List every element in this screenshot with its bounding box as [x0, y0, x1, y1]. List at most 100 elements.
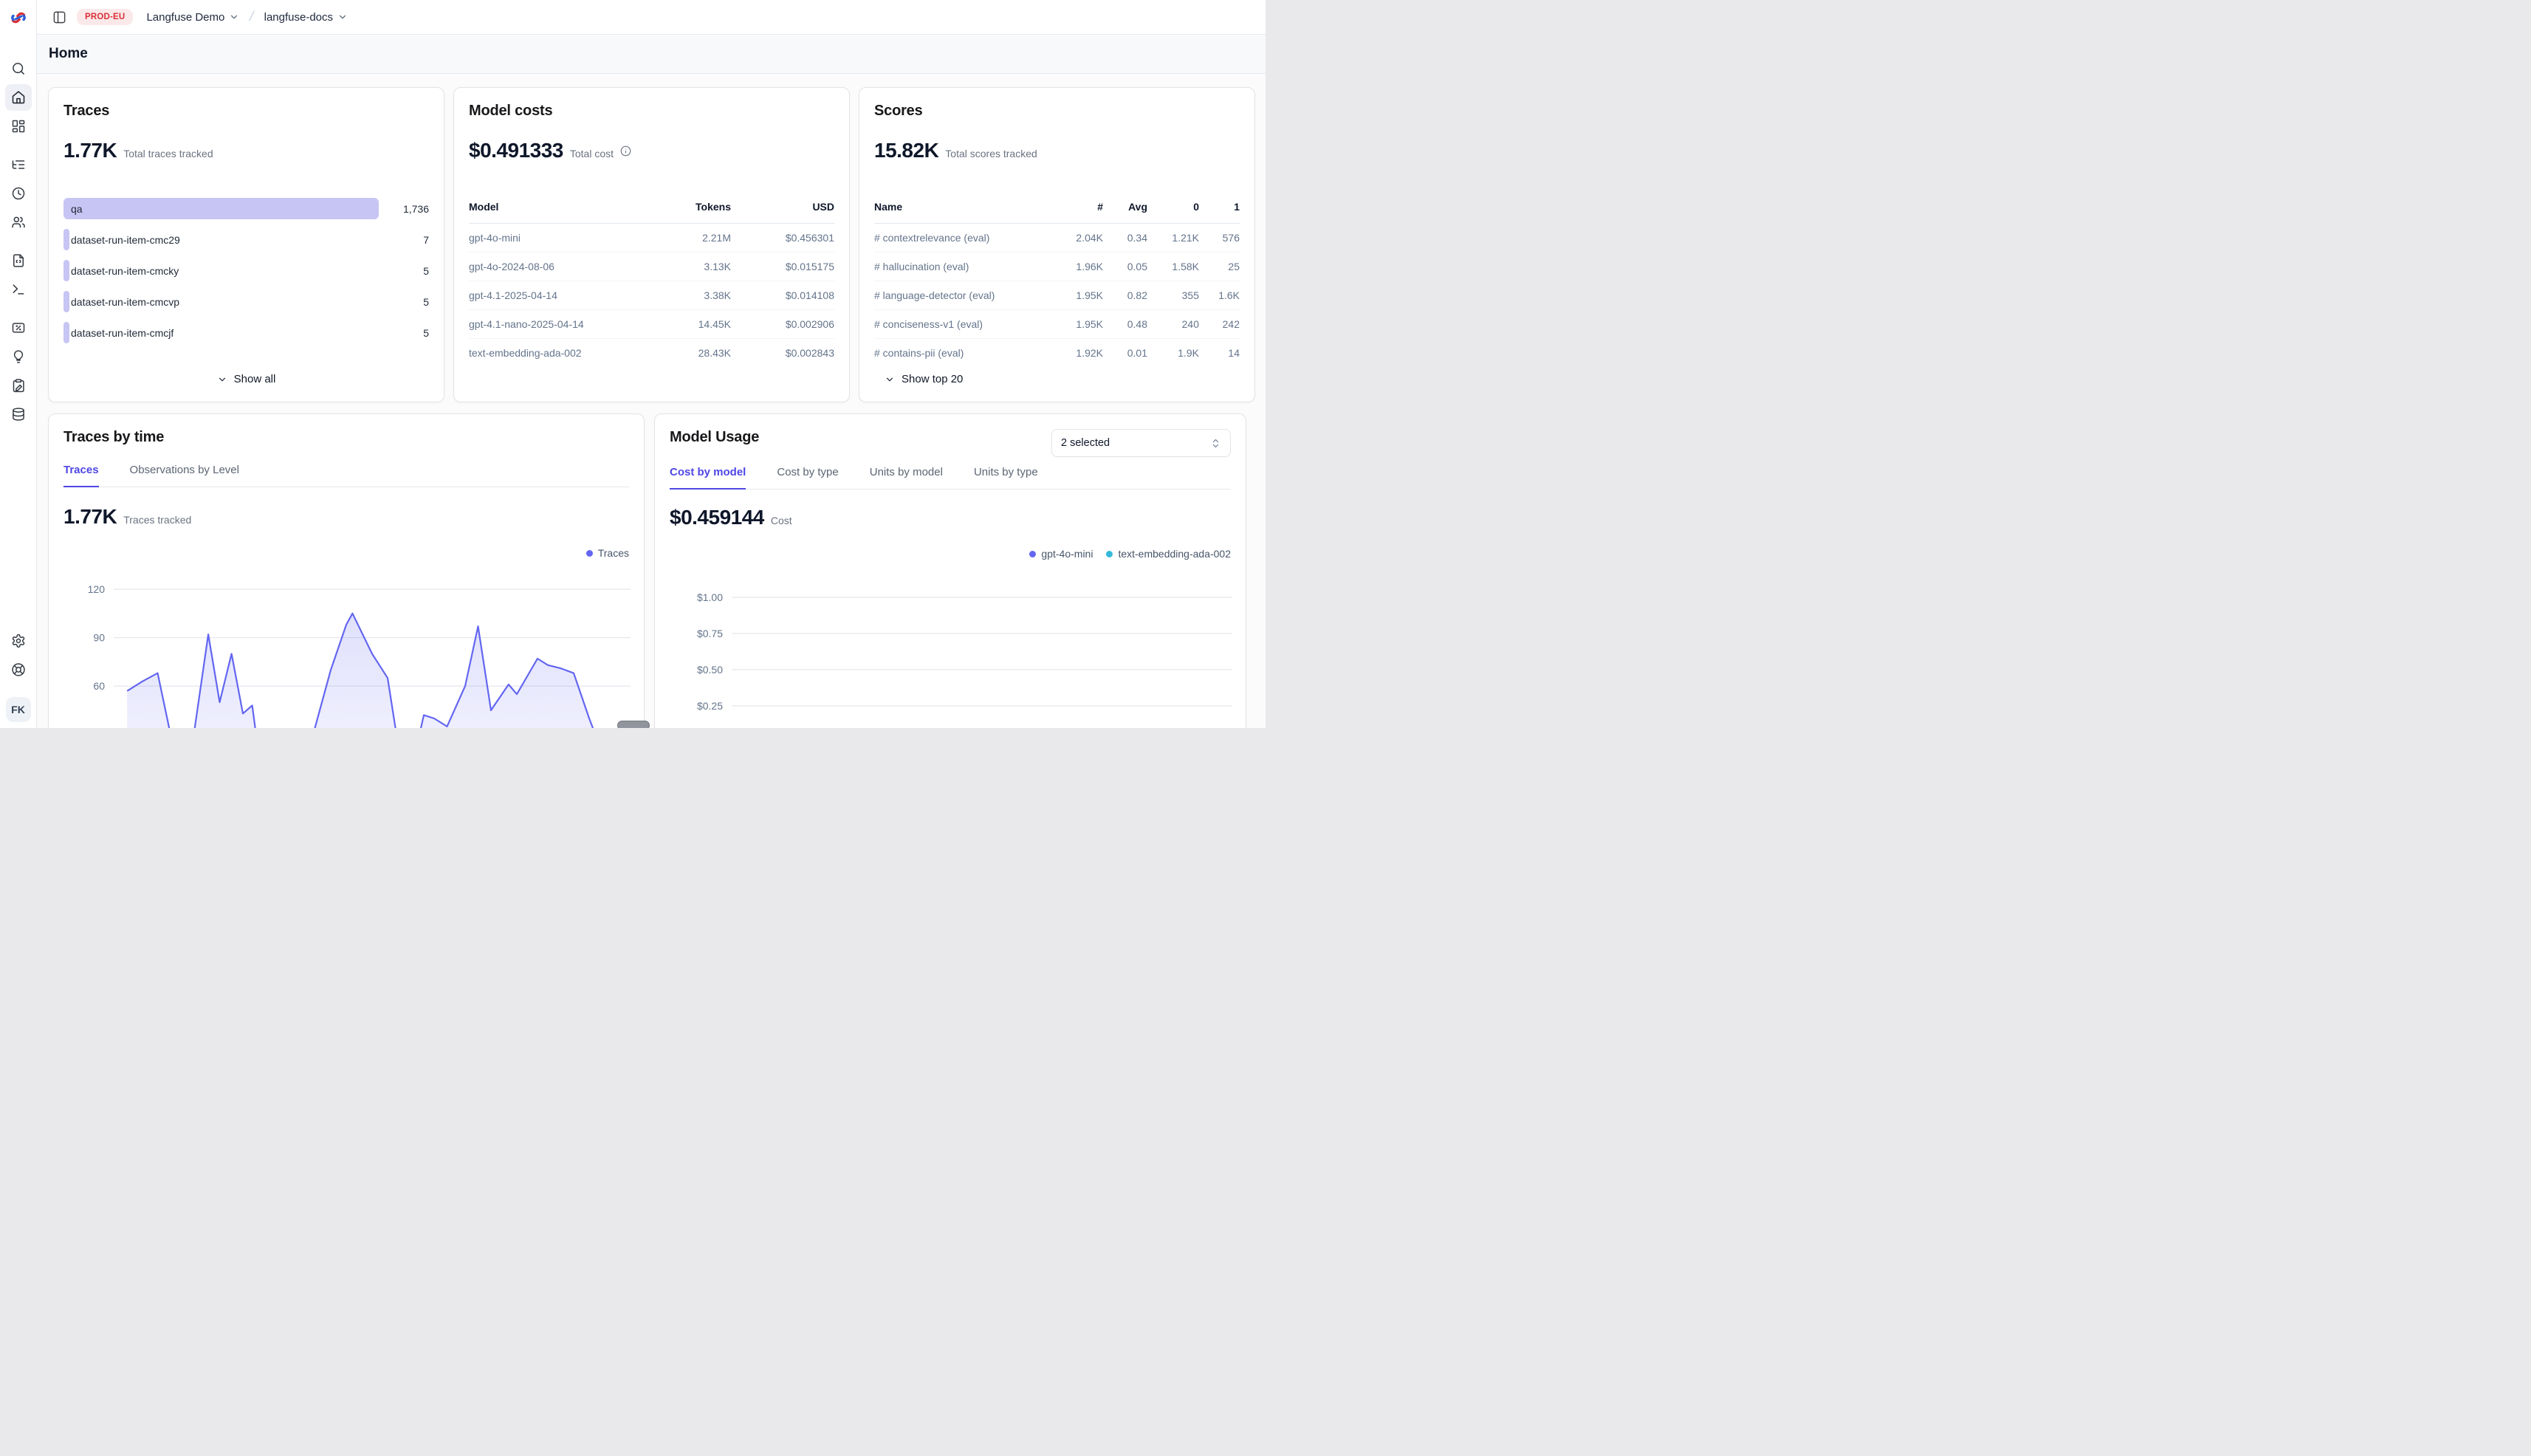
- sidebar-item-annotation[interactable]: [5, 372, 32, 399]
- model-usage-tabs: Cost by model Cost by type Units by model U…: [670, 466, 1231, 490]
- legend-item[interactable]: text-embedding-ada-002: [1106, 548, 1231, 560]
- sidebar-item-datasets[interactable]: [5, 401, 32, 427]
- chevron-down-icon: [339, 15, 346, 19]
- svg-text:$0.25: $0.25: [697, 700, 723, 712]
- project-switcher[interactable]: langfuse-docs: [264, 11, 348, 24]
- traces-by-time-tab-observations-by-level[interactable]: Observations by Level: [129, 464, 239, 476]
- table-cell: 1.92K: [1076, 347, 1103, 359]
- scores-table: Name # Avg 0 1 # contextrelevance (eval) 2.04…: [874, 201, 1240, 367]
- table-cell: # contextrelevance (eval): [874, 232, 990, 244]
- sidebar-item-sessions[interactable]: [5, 180, 32, 207]
- chevron-down-icon: [231, 15, 238, 19]
- table-cell: # conciseness-v1 (eval): [874, 318, 983, 330]
- sidebar-item-prompts[interactable]: [5, 247, 32, 274]
- sidebar-item-insights[interactable]: [5, 343, 32, 370]
- cards-row-2: Traces by time Traces Observations by Lev…: [48, 413, 1255, 728]
- trace-bar-fill: [63, 291, 69, 312]
- show-top-20-button[interactable]: Show top 20: [874, 373, 1240, 387]
- model-usage-tab-units-by-model[interactable]: Units by model: [869, 466, 943, 478]
- table-cell: 0.82: [1127, 289, 1147, 301]
- cost-total-value: $0.459144: [670, 506, 764, 529]
- scores-total-label: Total scores tracked: [945, 148, 1037, 159]
- info-icon[interactable]: [620, 145, 631, 157]
- table-cell: 0.05: [1127, 261, 1147, 272]
- langfuse-logo[interactable]: [0, 0, 36, 35]
- sidebar-item-settings[interactable]: [5, 628, 32, 654]
- main-area: PROD-EU Langfuse Demo / langfuse-docs Ho…: [37, 0, 1266, 728]
- model-costs-card: Model costs $0.491333 Total cost Model To…: [453, 87, 850, 402]
- horizontal-scrollbar-thumb[interactable]: [617, 721, 650, 728]
- traces-card-title: Traces: [63, 103, 110, 119]
- org-switcher[interactable]: Langfuse Demo: [146, 11, 239, 24]
- sidebar-item-playground[interactable]: [5, 276, 32, 303]
- sidebar-item-users[interactable]: [5, 209, 32, 236]
- sidebar-item-home[interactable]: [4, 84, 32, 111]
- traces-by-time-tab-traces[interactable]: Traces: [63, 464, 99, 487]
- sessions-icon: [12, 187, 24, 200]
- table-cell: gpt-4.1-2025-04-14: [469, 289, 557, 301]
- svg-text:90: 90: [93, 632, 105, 644]
- app-window: FK PROD-EU Langfuse Demo / langfuse-docs…: [0, 0, 1266, 728]
- sidebar-nav: [4, 55, 32, 430]
- table-cell: 3.13K: [704, 261, 731, 272]
- traces-by-time-card: Traces by time Traces Observations by Lev…: [48, 413, 645, 728]
- sidebar-item-evaluation[interactable]: [5, 315, 32, 341]
- column-header: Name: [874, 201, 903, 213]
- sidebar-toggle-button[interactable]: [49, 7, 69, 27]
- model-usage-legend: gpt-4o-mini text-embedding-ada-002: [670, 547, 1231, 560]
- table-row: gpt-4o-2024-08-06 3.13K $0.015175: [469, 253, 834, 281]
- table-cell: 240: [1181, 318, 1199, 330]
- model-usage-tab-cost-by-model[interactable]: Cost by model: [670, 466, 746, 490]
- trace-bar-row[interactable]: dataset-run-item-cmcjf 5: [63, 322, 429, 343]
- model-usage-tab-cost-by-type[interactable]: Cost by type: [777, 466, 839, 478]
- legend-dot-icon: [585, 549, 593, 557]
- sidebar-bottom: [5, 628, 32, 685]
- trace-bar-track: qa: [63, 198, 379, 219]
- show-all-button[interactable]: Show all: [63, 373, 429, 387]
- traces-tracked-value: 1.77K: [63, 505, 117, 528]
- table-cell: 1.96K: [1076, 261, 1103, 272]
- table-cell: # contains-pii (eval): [874, 347, 964, 359]
- legend-dot-icon: [1106, 550, 1113, 557]
- column-header: Model: [469, 201, 499, 213]
- table-cell: # hallucination (eval): [874, 261, 969, 272]
- svg-text:$1.00: $1.00: [697, 591, 723, 603]
- sidebar-item-search[interactable]: [5, 55, 32, 82]
- evaluation-icon: [12, 323, 24, 333]
- trace-bar-row[interactable]: qa 1,736: [63, 198, 429, 219]
- traces-total-label: Total traces tracked: [123, 148, 213, 159]
- trace-bar-row[interactable]: dataset-run-item-cmcvp 5: [63, 291, 429, 312]
- annotation-icon: [13, 379, 24, 393]
- table-cell: # language-detector (eval): [874, 289, 995, 301]
- column-header: USD: [812, 201, 834, 213]
- scores-card: Scores 15.82K Total scores tracked Name #…: [859, 87, 1255, 402]
- traces-total-value: 1.77K: [63, 139, 117, 162]
- scores-table-body: # contextrelevance (eval) 2.04K 0.34 1.21K 5…: [874, 224, 1240, 367]
- trace-bar-fill: [63, 322, 69, 343]
- table-row: gpt-4.1-2025-04-14 3.38K $0.014108: [469, 281, 834, 310]
- table-cell: 1.6K: [1218, 289, 1240, 301]
- table-row: # conciseness-v1 (eval) 1.95K 0.48 240 242: [874, 310, 1240, 339]
- table-cell: 14.45K: [698, 318, 731, 330]
- table-row: # language-detector (eval) 1.95K 0.82 355 1.…: [874, 281, 1240, 310]
- model-select-dropdown[interactable]: 2 selected: [1051, 429, 1231, 457]
- legend-item[interactable]: gpt-4o-mini: [1029, 548, 1093, 560]
- trace-bar-value: 5: [423, 295, 429, 308]
- scores-total: 15.82K Total scores tracked: [874, 139, 1240, 162]
- trace-bar-row[interactable]: dataset-run-item-cmcky 5: [63, 260, 429, 281]
- legend-label: text-embedding-ada-002: [1118, 548, 1231, 560]
- legend-item[interactable]: Traces: [585, 547, 629, 559]
- table-cell: 2.21M: [702, 232, 731, 244]
- chevron-down-icon: [219, 377, 225, 381]
- table-row: gpt-4o-mini 2.21M $0.456301: [469, 224, 834, 253]
- sidebar-item-support[interactable]: [5, 656, 32, 683]
- user-avatar[interactable]: FK: [5, 697, 31, 722]
- trace-bar-label: dataset-run-item-cmcjf: [71, 326, 174, 339]
- trace-bar-row[interactable]: dataset-run-item-cmc29 7: [63, 229, 429, 250]
- trace-bar-track: dataset-run-item-cmcjf: [63, 322, 379, 343]
- cost-total: $0.459144 Cost: [670, 506, 1231, 529]
- model-usage-tab-units-by-type[interactable]: Units by type: [973, 466, 1038, 478]
- sidebar-item-dashboards[interactable]: [5, 113, 32, 140]
- sidebar-item-tracing[interactable]: [5, 151, 32, 178]
- svg-text:$0.75: $0.75: [697, 628, 723, 639]
